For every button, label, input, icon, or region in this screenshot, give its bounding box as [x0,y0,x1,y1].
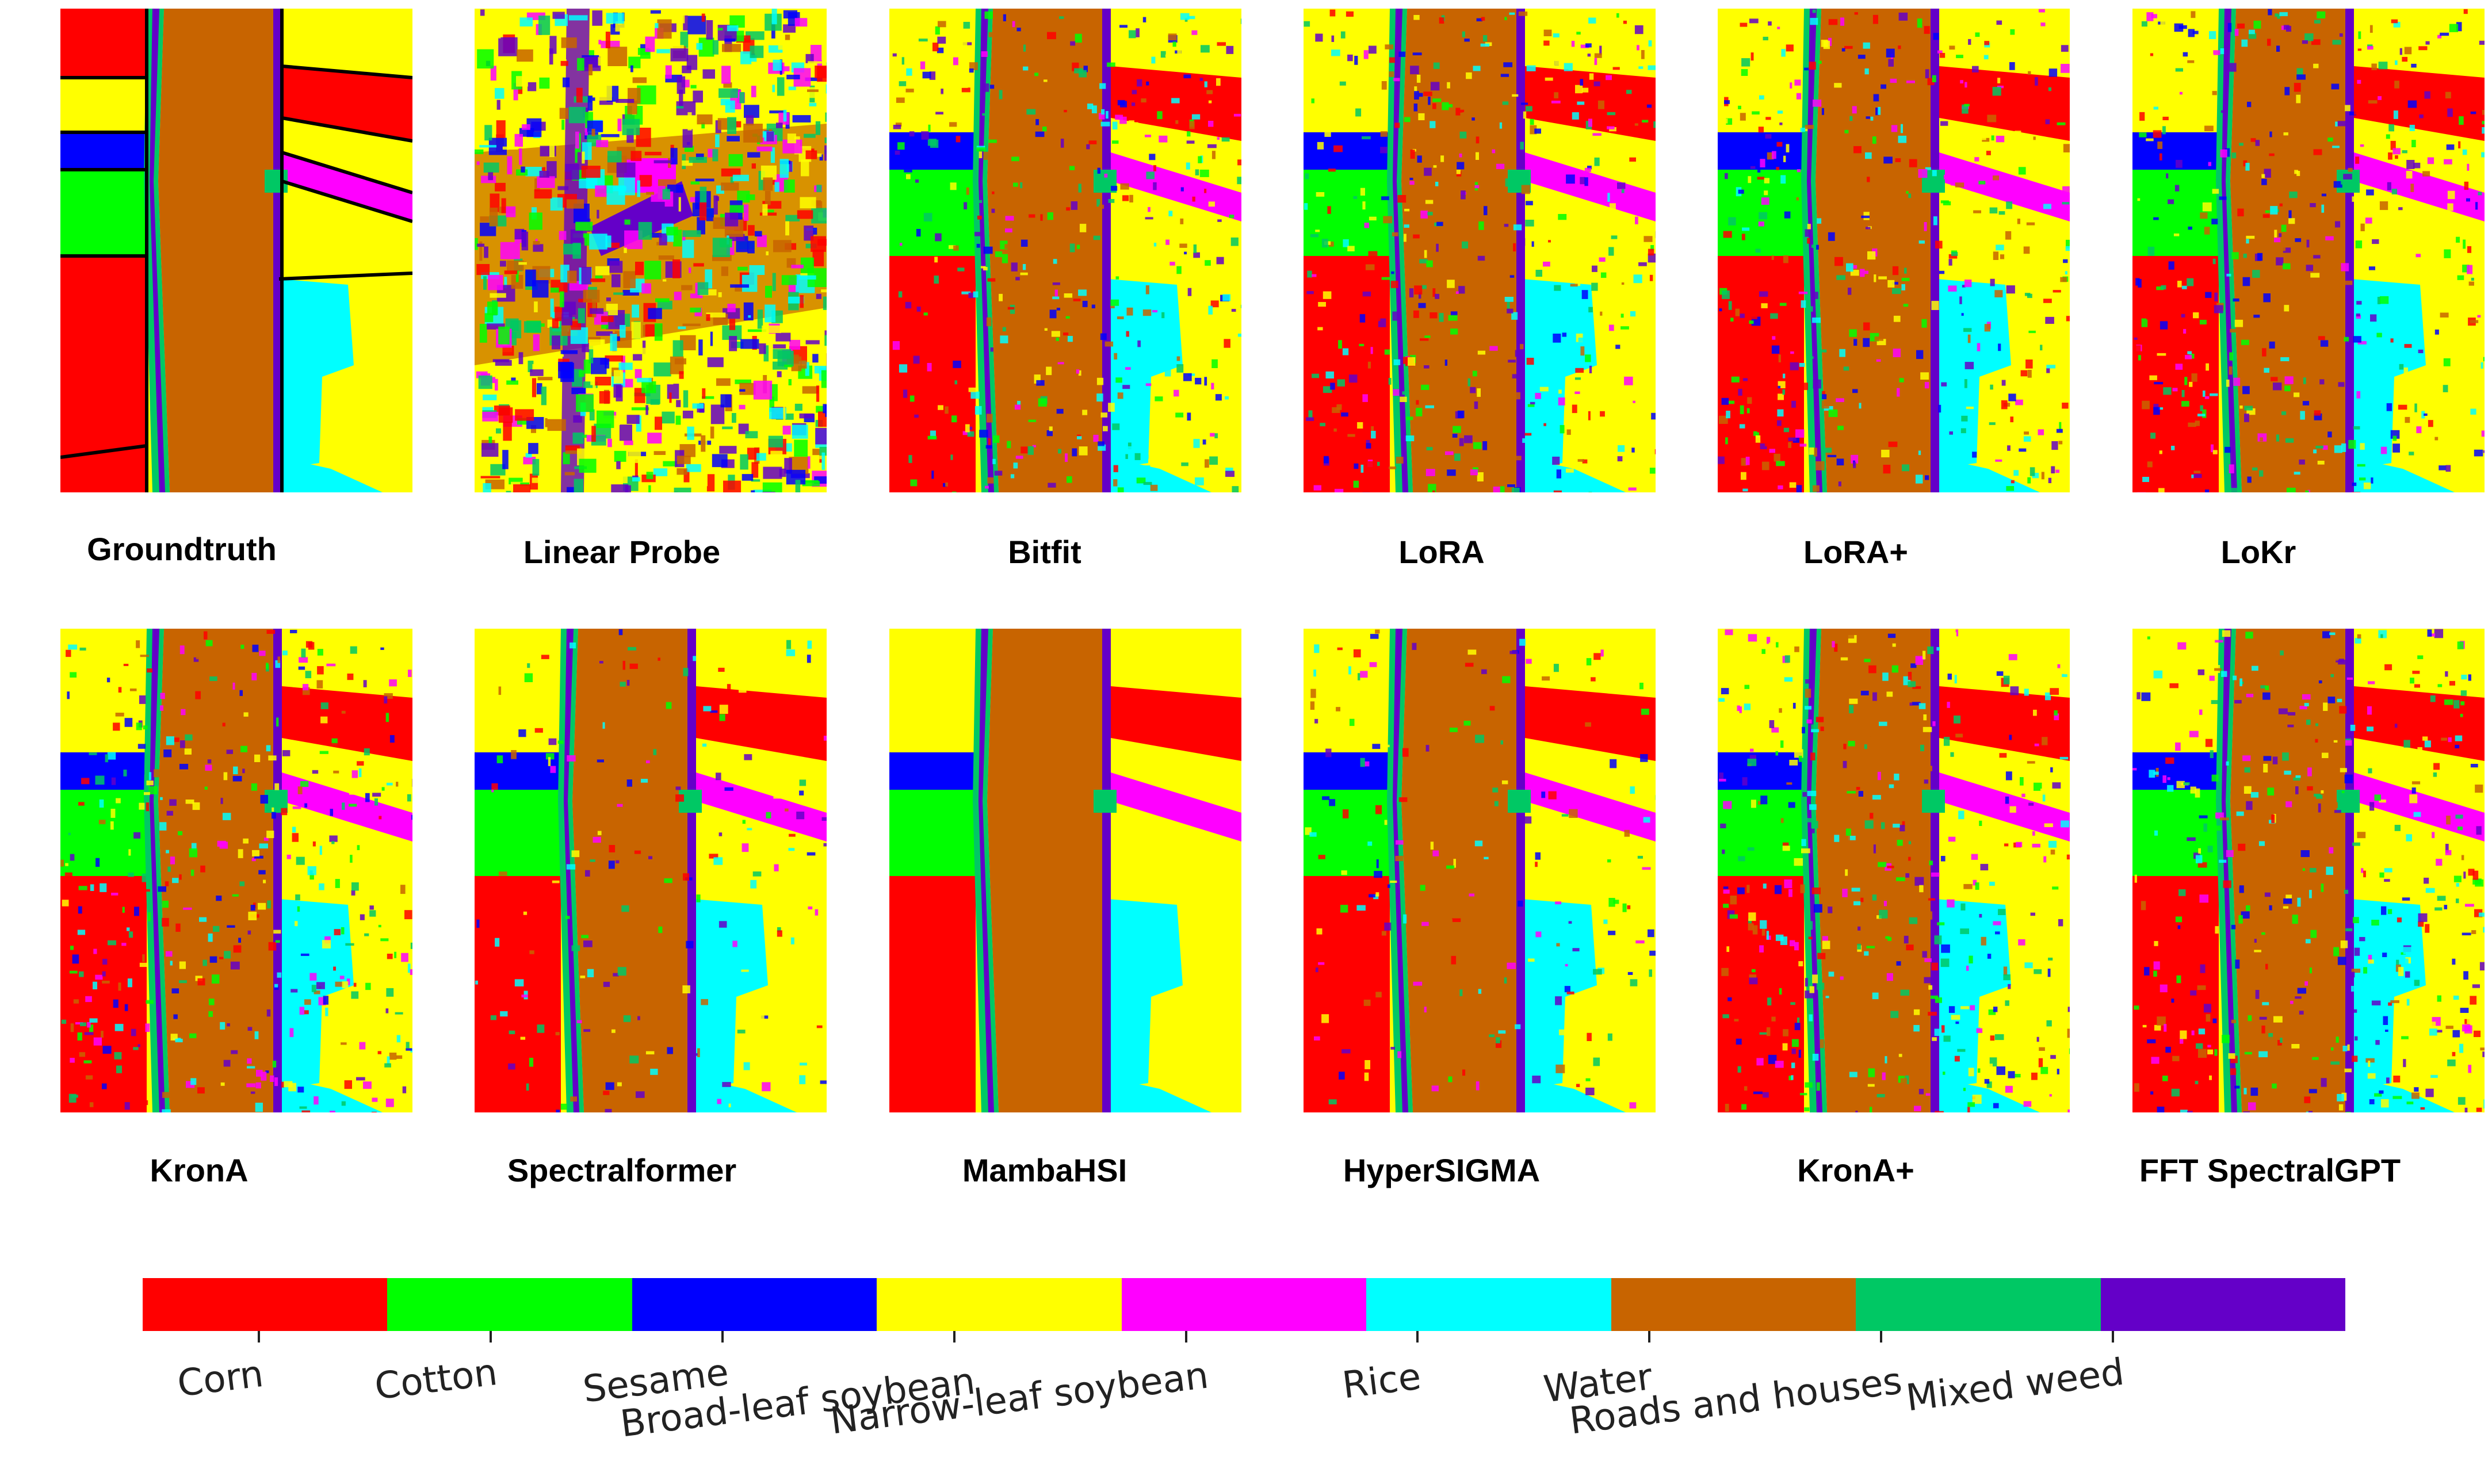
legend-swatch-broad-leaf-soybean [877,1278,1122,1331]
legend-label-corn: Corn [175,1352,266,1406]
panel-lora [1304,9,1656,492]
panel-groundtruth [60,9,412,492]
caption-mambahsi: MambaHSI [962,1152,1127,1188]
legend-swatch-mixed-weed [2100,1278,2345,1331]
legend-label-rice: Rice [1340,1355,1424,1407]
panel-krona-plus [1718,629,2070,1112]
legend-tick [953,1331,955,1343]
panel-fft-spectralgpt [2132,629,2485,1112]
panel-mambahsi [889,629,1241,1112]
legend-tick [1648,1331,1650,1343]
legend-swatch-roads-and-houses [1856,1278,2101,1331]
legend-tick [1416,1331,1419,1343]
legend-tick [1185,1331,1187,1343]
legend-swatch-cotton [387,1278,632,1331]
caption-hypersigma: HyperSIGMA [1343,1152,1541,1188]
caption-linear-probe: Linear Probe [523,534,721,570]
panel-bitfit [889,9,1241,492]
legend-swatch-water [1611,1278,1856,1331]
legend-colorbar [143,1278,2345,1331]
legend-swatch-sesame [632,1278,877,1331]
legend-label-cotton: Cotton [372,1351,500,1409]
panel-lokr [2132,9,2485,492]
caption-lora: LoRA [1398,534,1485,570]
legend-label-narrow-leaf-soybean: Narrow-leaf soybean [828,1354,1211,1443]
caption-spectralformer: Spectralformer [507,1152,737,1188]
panel-lora-plus [1718,9,2070,492]
legend-tick [2112,1331,2114,1343]
legend-tick [258,1331,260,1343]
legend-swatch-narrow-leaf-soybean [1121,1278,1367,1331]
legend-swatch-rice [1366,1278,1611,1331]
legend-swatch-corn [143,1278,388,1331]
caption-fft-spectralgpt: FFT SpectralGPT [2139,1152,2401,1188]
caption-groundtruth: Groundtruth [87,531,277,567]
legend-tick [1880,1331,1882,1343]
legend-tick [721,1331,724,1343]
caption-krona-plus: KronA+ [1797,1152,1914,1188]
panel-spectralformer [475,629,827,1112]
caption-bitfit: Bitfit [1008,534,1081,570]
legend-label-mixed-weed: Mixed weed [1904,1351,2127,1420]
caption-lora-plus: LoRA+ [1803,534,1908,570]
legend-tick [490,1331,492,1343]
panel-linear-probe [475,9,827,492]
caption-krona: KronA [150,1152,249,1188]
panel-hypersigma [1304,629,1656,1112]
caption-lokr: LoKr [2220,534,2296,570]
panel-krona [60,629,412,1112]
